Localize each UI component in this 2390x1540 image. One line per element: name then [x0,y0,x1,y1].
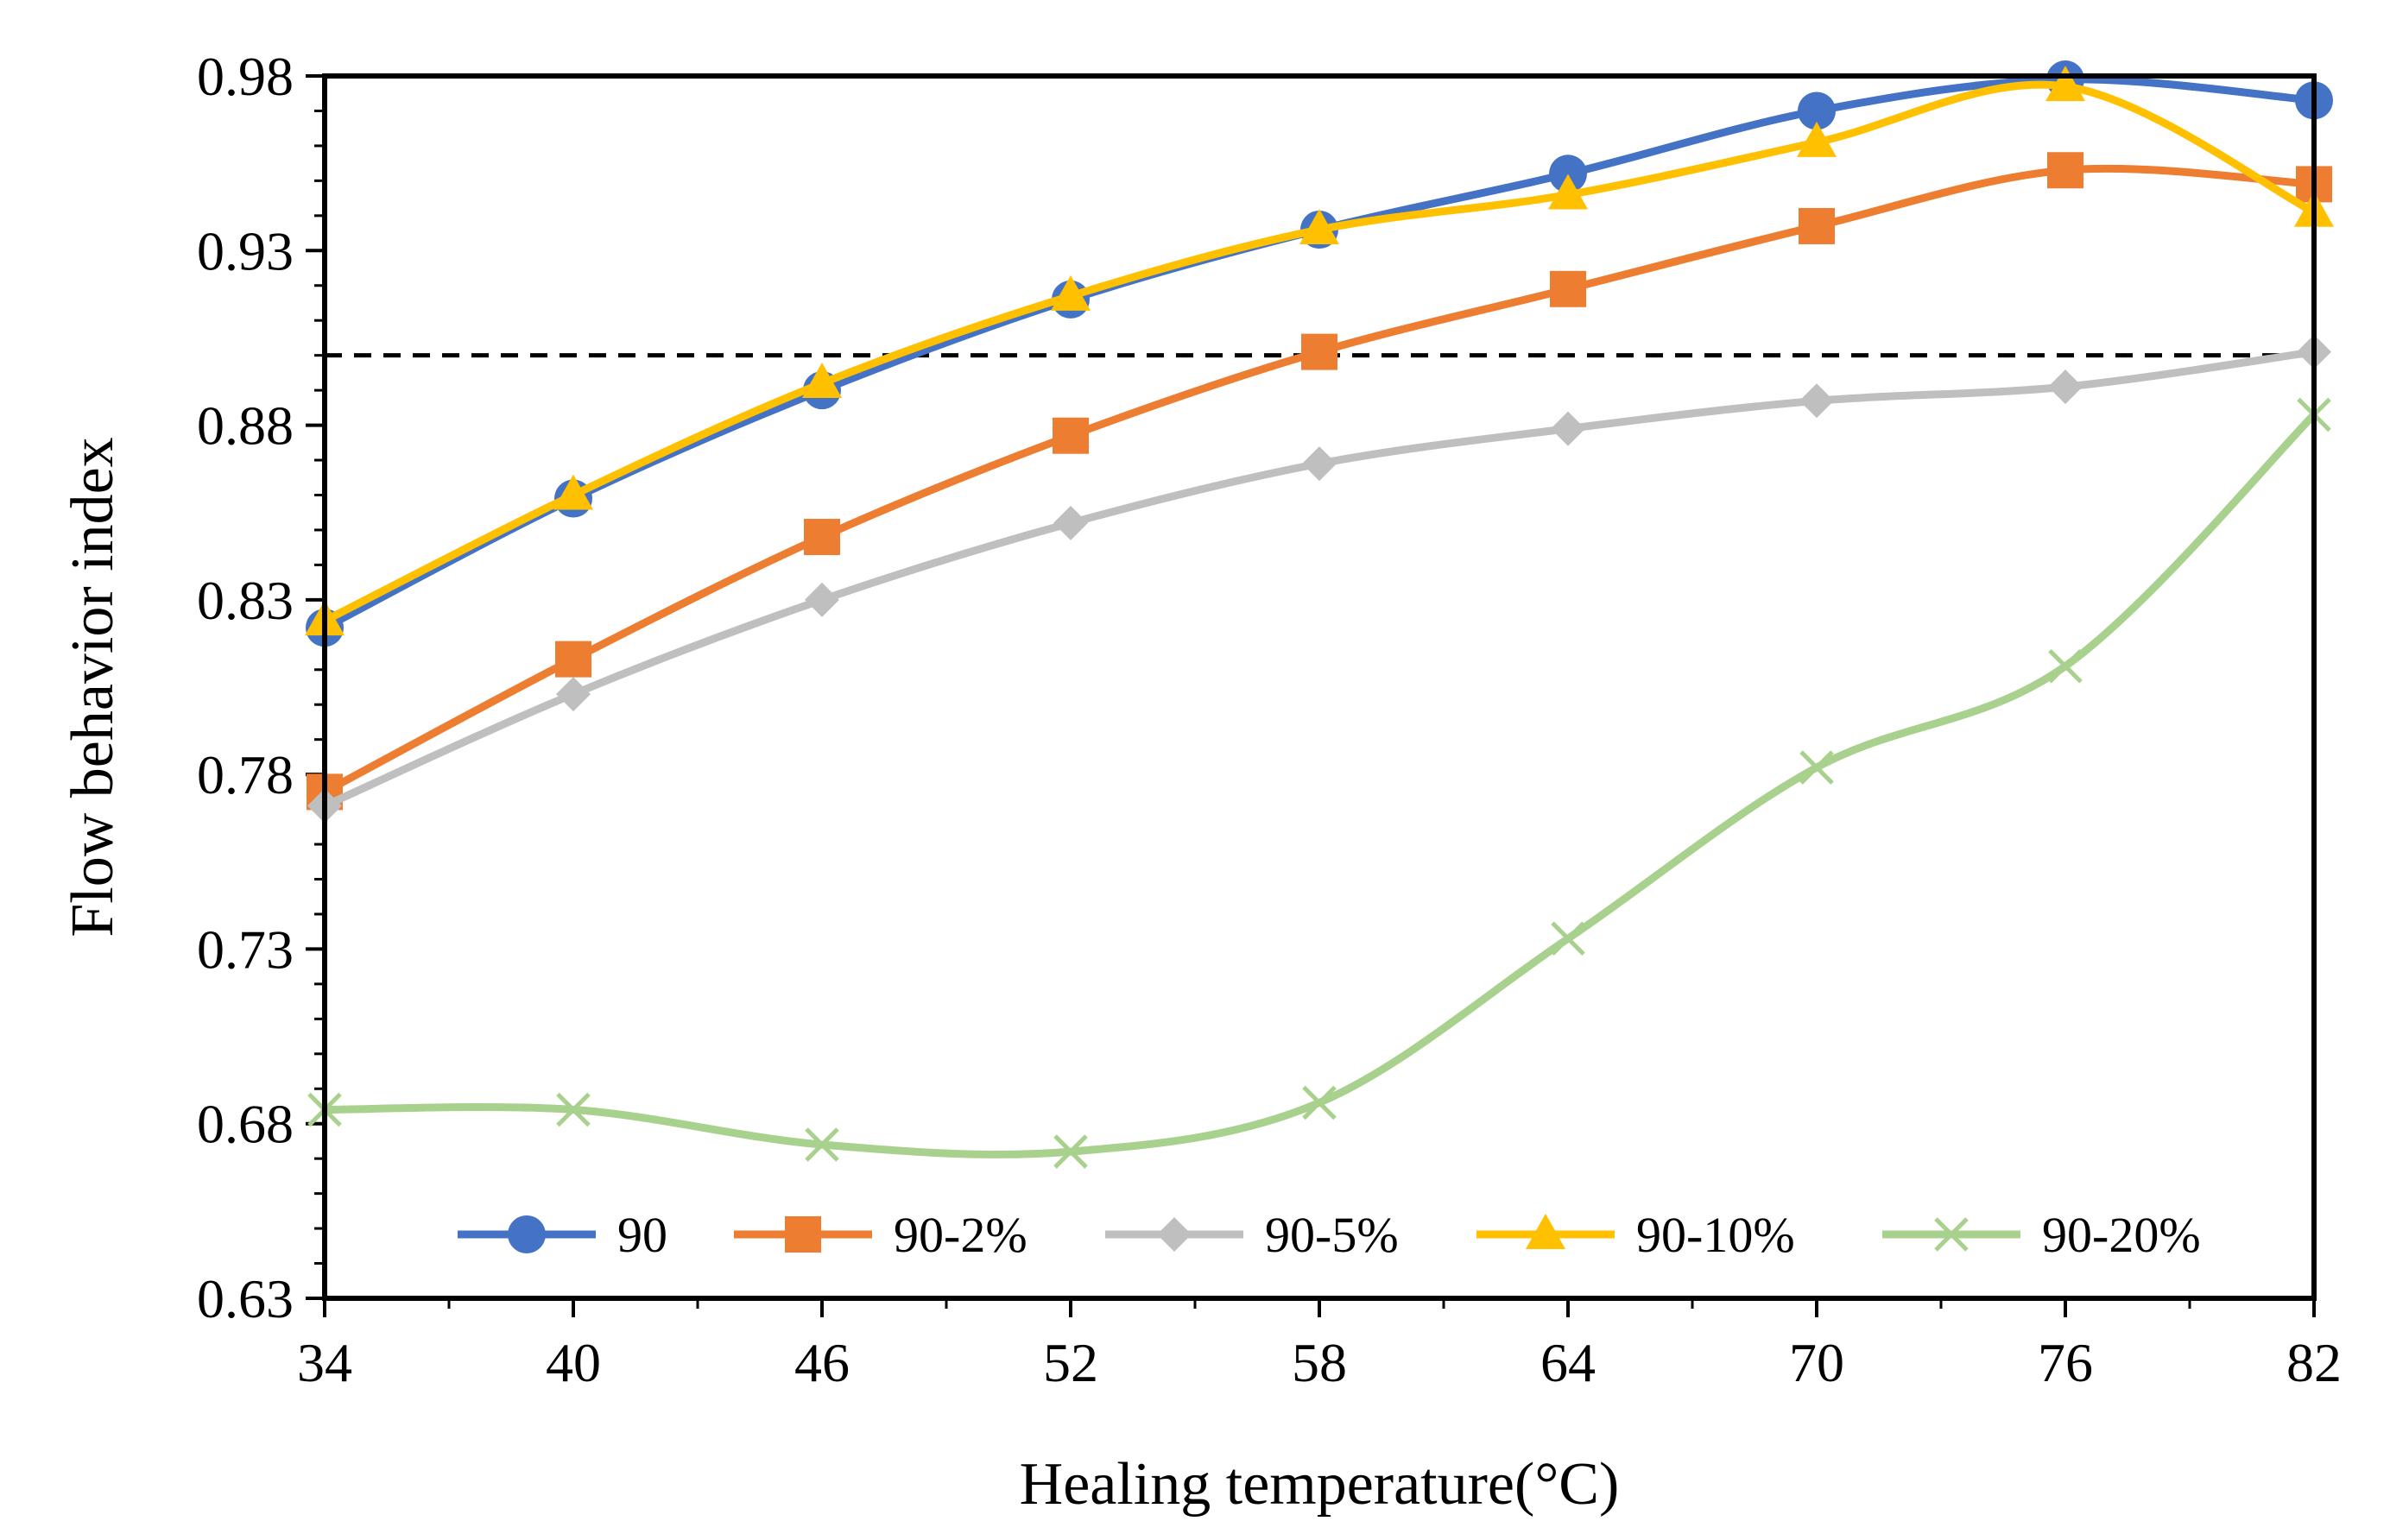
x-tick-label: 76 [2038,1332,2093,1393]
data-point-90-5pct [2048,369,2083,405]
x-tick-label: 70 [1789,1332,1844,1393]
x-tick-label: 34 [297,1332,352,1393]
legend-swatch-marker [508,1215,546,1253]
legend-entry-90-5pct: 90-5% [1105,1207,1399,1263]
data-point-90 [1798,92,1836,130]
legend-label: 90-5% [1265,1207,1399,1263]
legend-label: 90-20% [2042,1207,2201,1263]
data-point-90-5pct [1302,446,1337,482]
legend-entry-90-20pct: 90-20% [1882,1207,2201,1263]
data-point-90 [1549,155,1587,193]
series-90-5pct [307,334,2331,824]
data-point-90-20pct [556,1092,591,1127]
x-tick-marks [323,1298,2316,1317]
x-axis-title: Healing temperature(°C) [1020,1451,1620,1518]
data-point-90-20pct [1551,921,1585,956]
data-point-90-10pct [553,474,593,510]
data-point-90-2pct [1799,207,1835,244]
y-tick-label: 0.98 [197,46,294,107]
series-90-2pct [307,152,2332,811]
legend-entry-90-10pct: 90-10% [1476,1207,1795,1263]
data-point-90-10pct [1797,121,1837,157]
data-point-90-2pct [1550,270,1586,307]
data-point-90-10pct [1548,174,1588,210]
legend-entry-90: 90 [458,1207,667,1263]
y-tick-label: 0.88 [197,395,294,457]
x-tick-label: 58 [1292,1332,1347,1393]
series-layer [305,60,2334,1169]
data-point-90-20pct [1302,1085,1337,1120]
y-tick-label: 0.93 [197,220,294,281]
y-tick-label: 0.78 [197,744,294,805]
data-point-90-20pct [1053,1134,1088,1169]
x-tick-label: 82 [2286,1332,2342,1393]
data-point-90-2pct [804,519,840,556]
y-tick-label: 0.73 [197,918,294,980]
data-point-90-5pct [556,677,591,712]
plot-area-frame [322,73,2317,1301]
y-tick-label: 0.68 [197,1094,294,1155]
y-axis-title: Flow behavior index [60,437,126,937]
legend-label: 90-2% [894,1207,1027,1263]
legend-swatch-marker [1526,1214,1565,1249]
legend-label: 90-10% [1636,1207,1795,1263]
legend-swatch-marker [1157,1217,1192,1252]
data-point-90-5pct [805,582,839,617]
data-point-90-10pct [1051,275,1091,311]
data-point-90-5pct [1799,383,1834,419]
data-point-90-10pct [2045,66,2085,102]
data-point-90-5pct [1053,505,1088,540]
x-tick-label: 64 [1540,1332,1596,1393]
x-tick-label: 46 [794,1332,850,1393]
y-tick-label: 0.83 [197,570,294,631]
data-point-90-2pct [2047,152,2083,189]
x-tick-label: 40 [546,1332,601,1393]
legend-swatch-marker [1934,1217,1969,1252]
y-tick-labels: 0.63 0.68 0.73 0.78 0.83 0.88 0.93 0.98 [197,46,294,1329]
series-90-10pct [305,66,2334,636]
data-point-90-5pct [1551,411,1585,446]
series-line-90-5pct [320,348,2318,811]
data-point-90-10pct [802,363,842,399]
series-90-20pct [307,397,2331,1169]
data-point-90-2pct [1301,333,1337,370]
data-point-90-20pct [2048,648,2083,684]
data-point-90-20pct [805,1127,839,1162]
legend-entry-90-2pct: 90-2% [734,1207,1027,1263]
x-tick-label: 52 [1043,1332,1098,1393]
data-point-90-2pct [1053,417,1089,454]
y-tick-label: 0.63 [197,1268,294,1329]
x-tick-labels: 34 40 46 52 58 64 70 76 82 [297,1332,2342,1393]
legend: 90 90-2% 90-5% 90-10% 90-20% [458,1207,2201,1263]
series-line-90-20pct [320,410,2318,1158]
legend-swatch-marker [785,1216,821,1253]
data-point-90-20pct [1799,750,1834,785]
data-point-90-10pct [1299,209,1339,245]
legend-label: 90 [617,1207,667,1263]
data-point-90-2pct [555,641,591,678]
